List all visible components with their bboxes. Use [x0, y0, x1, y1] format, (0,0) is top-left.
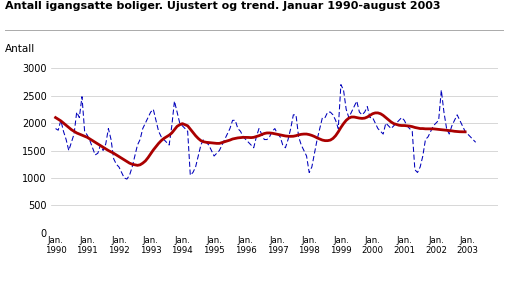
Text: Antall: Antall	[5, 44, 36, 54]
Text: Antall igangsatte boliger. Ujustert og trend. Januar 1990-august 2003: Antall igangsatte boliger. Ujustert og t…	[5, 1, 440, 11]
